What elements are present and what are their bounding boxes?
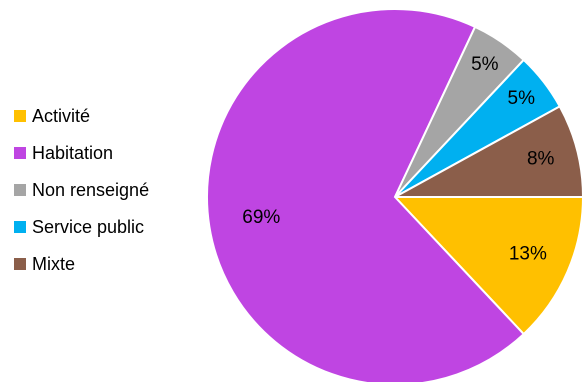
data-label-service-public: 5%	[508, 88, 536, 109]
legend-swatch-non-renseigne	[14, 184, 26, 196]
legend-label-activite: Activité	[32, 105, 91, 126]
legend-label-habitation: Habitation	[32, 142, 114, 163]
legend-label-mixte: Mixte	[32, 253, 76, 274]
legend: Activité Habitation Non renseigné Servic…	[14, 106, 149, 291]
legend-item-service-public: Service public	[14, 217, 149, 237]
legend-label-service-public: Service public	[32, 216, 145, 237]
legend-item-non-renseigne: Non renseigné	[14, 180, 149, 200]
data-label-non-renseigne: 5%	[471, 54, 499, 75]
pie-slice-mixte	[394, 105, 585, 198]
pie-slice-activite	[392, 196, 585, 336]
data-label-mixte: 8%	[527, 149, 555, 170]
legend-swatch-service-public	[14, 221, 26, 233]
legend-item-activite: Activité	[14, 106, 149, 126]
legend-swatch-mixte	[14, 258, 26, 270]
data-label-habitation: 69%	[242, 207, 280, 228]
data-label-activite: 13%	[509, 244, 547, 265]
pie-slice-habitation	[206, 8, 526, 382]
legend-swatch-activite	[14, 110, 26, 122]
legend-item-mixte: Mixte	[14, 254, 149, 274]
legend-swatch-habitation	[14, 147, 26, 159]
legend-label-non-renseigne: Non renseigné	[32, 179, 150, 200]
legend-item-habitation: Habitation	[14, 143, 149, 163]
